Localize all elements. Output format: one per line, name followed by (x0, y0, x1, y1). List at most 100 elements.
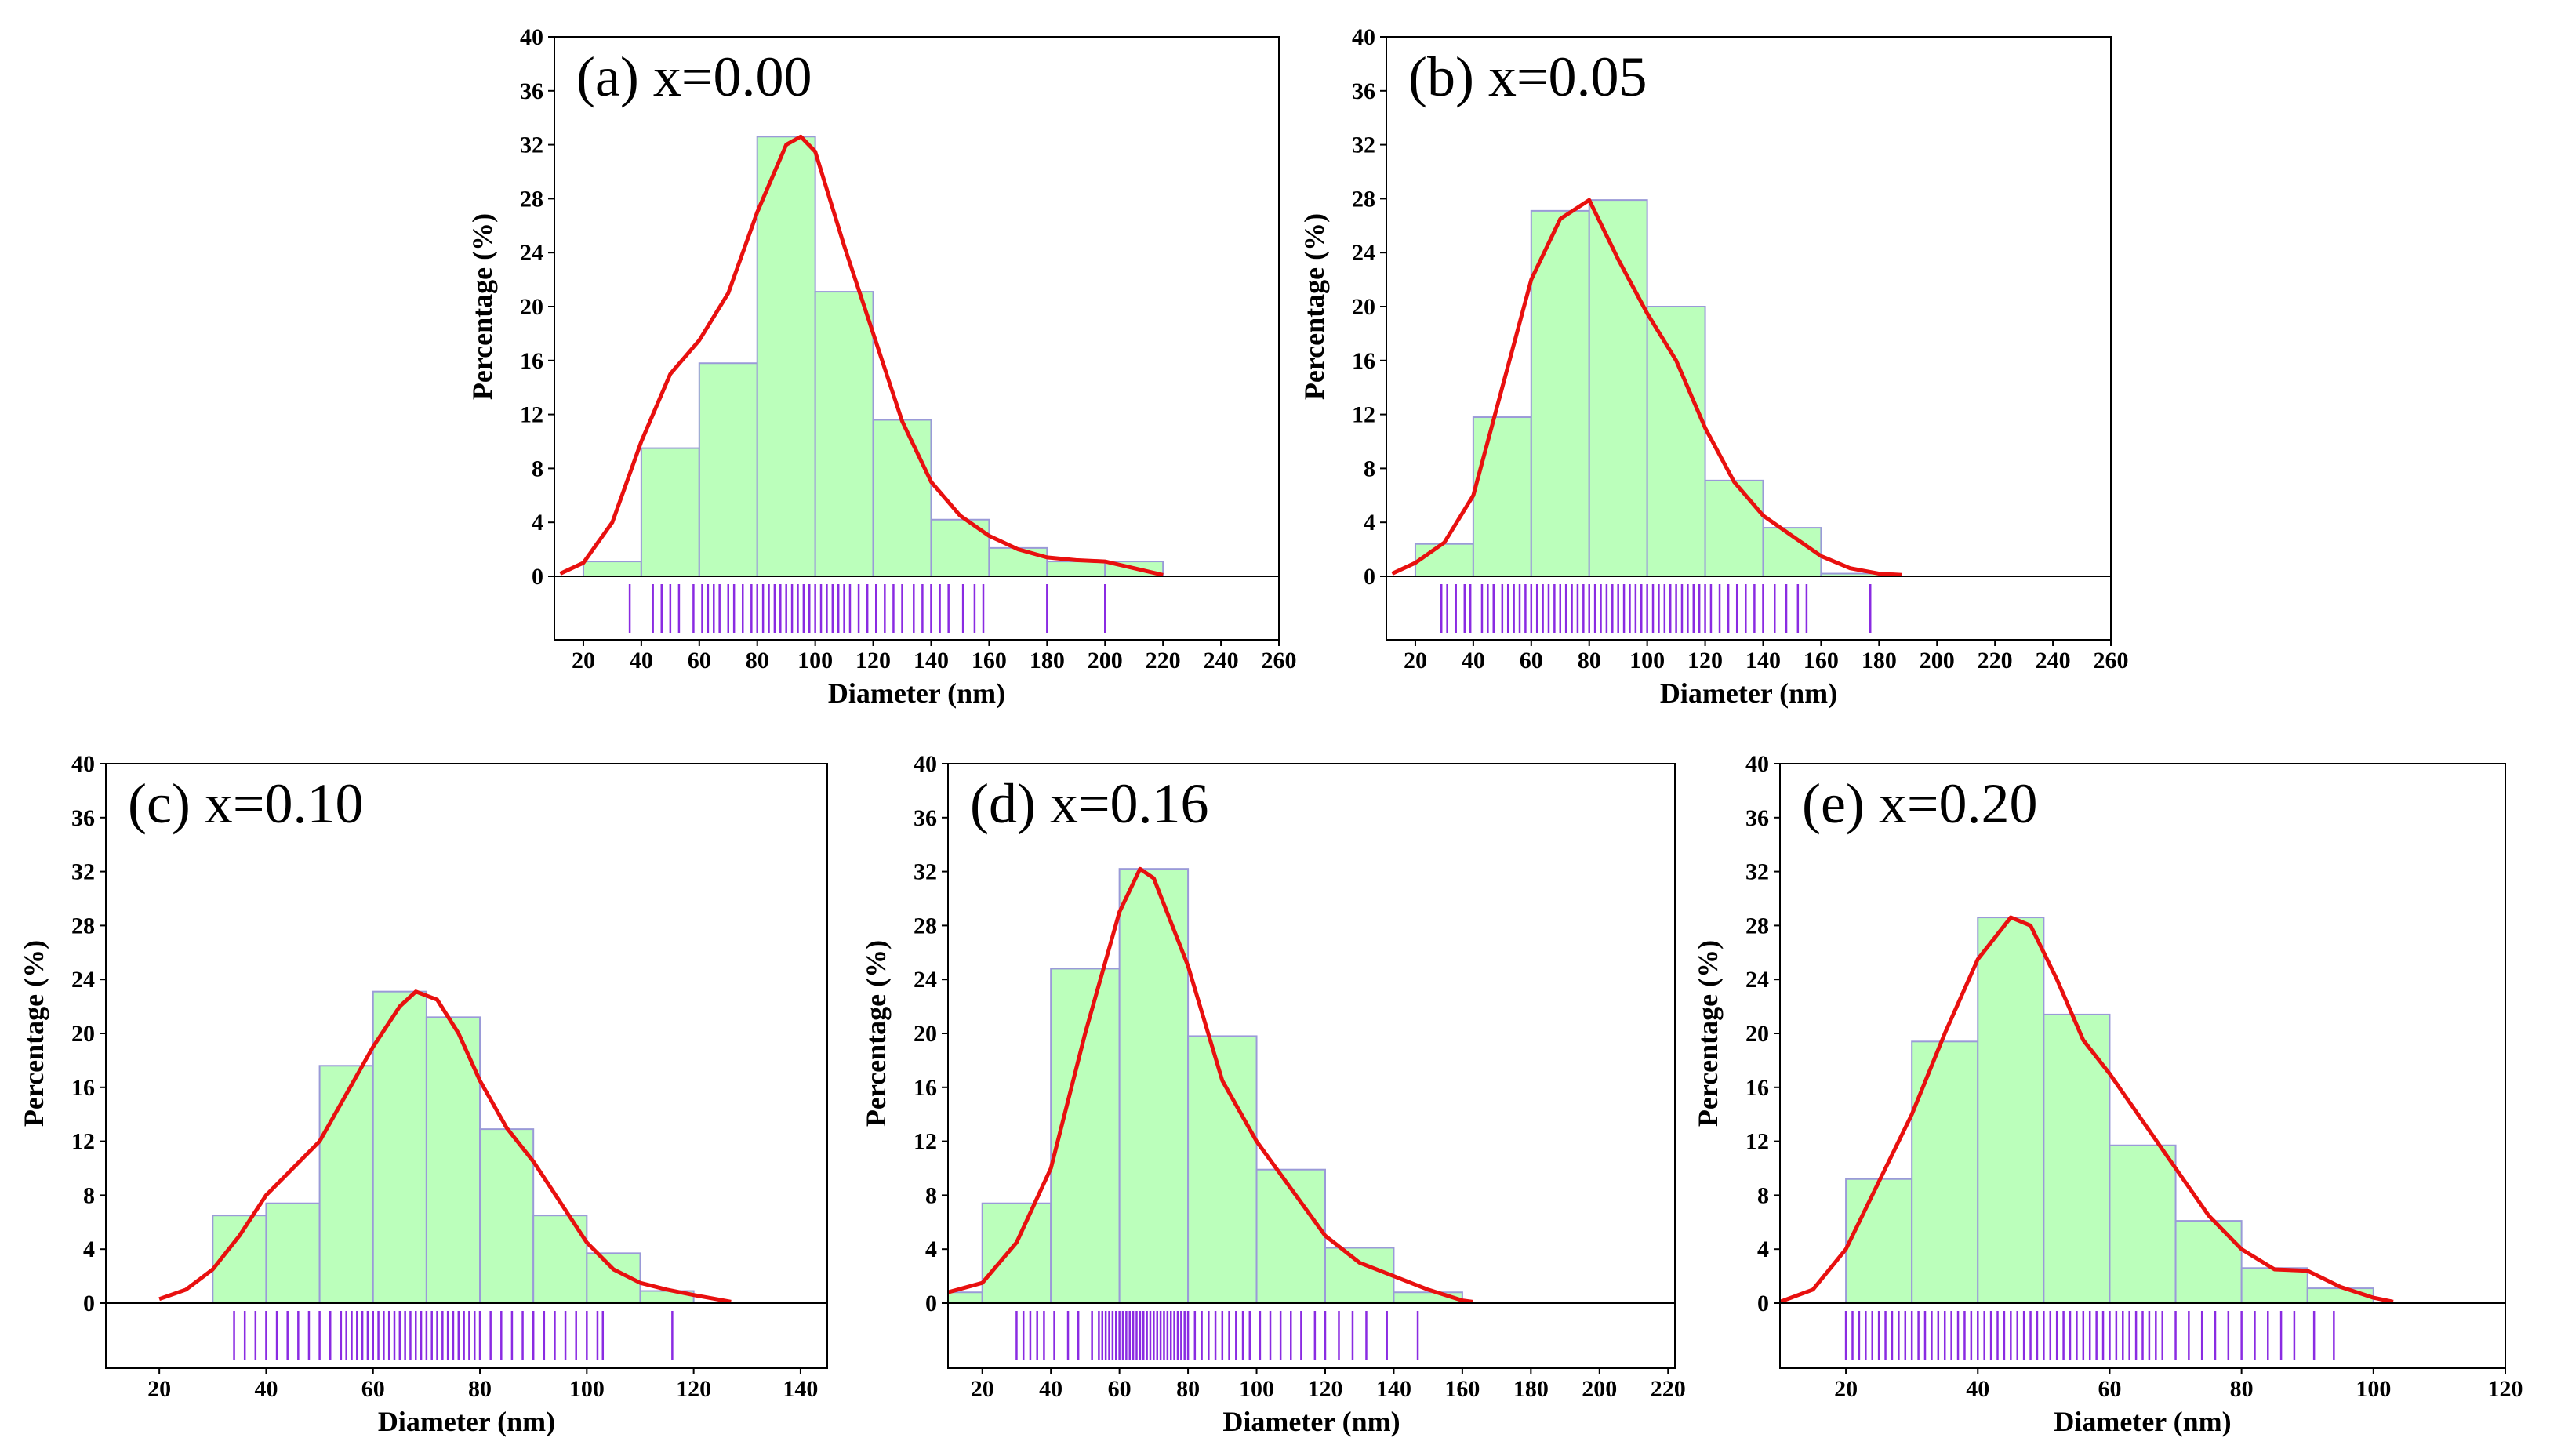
y-tick-label: 8 (1757, 1182, 1769, 1208)
histogram-bar (1472, 416, 1532, 577)
histogram-bar (265, 1202, 321, 1304)
x-tick-label: 60 (1520, 648, 1543, 674)
x-tick-label: 20 (572, 648, 595, 674)
y-tick-label: 4 (83, 1236, 95, 1262)
y-tick-label: 20 (520, 294, 543, 320)
histogram-bar (756, 136, 816, 577)
x-tick-label: 180 (1513, 1376, 1549, 1402)
chart-panel-1: 0 4 8 12 16 20 24 28 32 36 40 20 40 60 80 100 120 140 160 1… (1299, 24, 2129, 709)
y-tick-label: 16 (71, 1075, 95, 1101)
y-tick-label: 20 (71, 1021, 95, 1047)
x-tick-label: 80 (468, 1376, 492, 1402)
x-tick-label: 40 (254, 1376, 278, 1402)
x-axis-title: Diameter (nm) (1222, 1406, 1400, 1437)
chart-panel-4: 0 4 8 12 16 20 24 28 32 36 40 20 40 60 80 100 120 Diamete… (1692, 751, 2523, 1437)
y-tick-label: 20 (914, 1021, 937, 1047)
histogram-bar (372, 990, 427, 1305)
y-tick-label: 0 (532, 564, 543, 590)
y-axis-title: Percentage (%) (467, 213, 498, 400)
x-tick-label: 120 (1307, 1376, 1342, 1402)
histogram-bar (1911, 1040, 1979, 1304)
histogram-bar (2043, 1013, 2111, 1305)
histogram-bar (582, 561, 642, 578)
y-tick-label: 32 (71, 859, 95, 885)
y-tick-label: 28 (71, 913, 95, 939)
x-tick-label: 120 (1687, 648, 1723, 674)
plot-frame (105, 763, 828, 1369)
y-tick-label: 12 (520, 402, 543, 428)
y-tick-label: 40 (1745, 751, 1769, 777)
x-tick-label: 200 (1920, 648, 1955, 674)
panel-label: (d) x=0.16 (970, 772, 1209, 835)
x-tick-label: 80 (2230, 1376, 2254, 1402)
histogram-bar (640, 447, 700, 577)
y-tick-label: 28 (1352, 186, 1375, 212)
y-tick-label: 32 (914, 859, 937, 885)
histogram-bar (1646, 306, 1706, 577)
y-tick-label: 24 (1352, 240, 1375, 266)
x-tick-label: 80 (1578, 648, 1601, 674)
y-tick-label: 24 (1745, 967, 1769, 993)
y-tick-label: 32 (520, 133, 543, 158)
y-tick-label: 24 (914, 967, 937, 993)
histogram-bar (1118, 868, 1190, 1305)
y-tick-label: 32 (1745, 859, 1769, 885)
histogram-bar (1414, 543, 1474, 577)
y-tick-label: 8 (1364, 456, 1375, 481)
y-tick-label: 0 (1757, 1291, 1769, 1316)
y-tick-label: 28 (520, 186, 543, 212)
y-axis-title: Percentage (%) (18, 940, 49, 1127)
plot-frame (1386, 36, 2112, 641)
y-tick-label: 12 (1352, 402, 1375, 428)
histogram-bar (1977, 917, 2045, 1304)
y-tick-label: 0 (83, 1291, 95, 1316)
kde-curve (1391, 198, 1903, 577)
x-tick-label: 60 (361, 1376, 385, 1402)
x-tick-label: 120 (676, 1376, 711, 1402)
histogram-bar (2174, 1220, 2243, 1304)
y-tick-label: 40 (914, 751, 937, 777)
y-tick-label: 0 (1364, 564, 1375, 590)
x-tick-label: 120 (855, 648, 891, 674)
x-tick-label: 160 (972, 648, 1007, 674)
x-axis-title: Diameter (nm) (1660, 677, 1837, 709)
y-tick-label: 24 (71, 967, 95, 993)
y-tick-label: 36 (1352, 78, 1375, 104)
panel-label: (e) x=0.20 (1802, 772, 2038, 835)
x-tick-label: 40 (1462, 648, 1485, 674)
y-tick-label: 12 (1745, 1129, 1769, 1155)
x-tick-label: 160 (1804, 648, 1839, 674)
y-tick-label: 0 (925, 1291, 937, 1316)
x-tick-label: 240 (1204, 648, 1239, 674)
y-tick-label: 24 (520, 240, 543, 266)
histogram-bar (814, 291, 874, 577)
kde-curve (158, 989, 732, 1304)
x-tick-label: 60 (1108, 1376, 1132, 1402)
y-tick-label: 4 (925, 1236, 937, 1262)
panel-label: (c) x=0.10 (128, 772, 364, 835)
histogram-bar (2240, 1267, 2308, 1305)
x-tick-label: 140 (783, 1376, 818, 1402)
x-tick-label: 140 (1376, 1376, 1411, 1402)
histogram-bar (1050, 968, 1121, 1304)
x-tick-label: 40 (630, 648, 653, 674)
x-tick-label: 200 (1088, 648, 1123, 674)
x-tick-label: 220 (1978, 648, 2013, 674)
histogram-bar (1845, 1178, 1913, 1305)
x-tick-label: 180 (1030, 648, 1065, 674)
y-tick-label: 20 (1352, 294, 1375, 320)
histogram-bar (947, 1291, 983, 1304)
x-tick-label: 100 (1629, 648, 1665, 674)
x-tick-label: 60 (688, 648, 711, 674)
x-tick-label: 240 (2036, 648, 2071, 674)
x-tick-label: 220 (1146, 648, 1181, 674)
panel-label: (b) x=0.05 (1408, 45, 1647, 108)
chart-panel-3: 0 4 8 12 16 20 24 28 32 36 40 20 40 60 80 100 120 140 160 1… (860, 751, 1686, 1437)
x-tick-label: 120 (2488, 1376, 2523, 1402)
y-axis-title: Percentage (%) (1299, 213, 1330, 400)
panel-label: (a) x=0.00 (576, 45, 812, 108)
x-axis-title: Diameter (nm) (828, 677, 1005, 709)
x-tick-label: 100 (797, 648, 833, 674)
y-tick-label: 28 (1745, 913, 1769, 939)
